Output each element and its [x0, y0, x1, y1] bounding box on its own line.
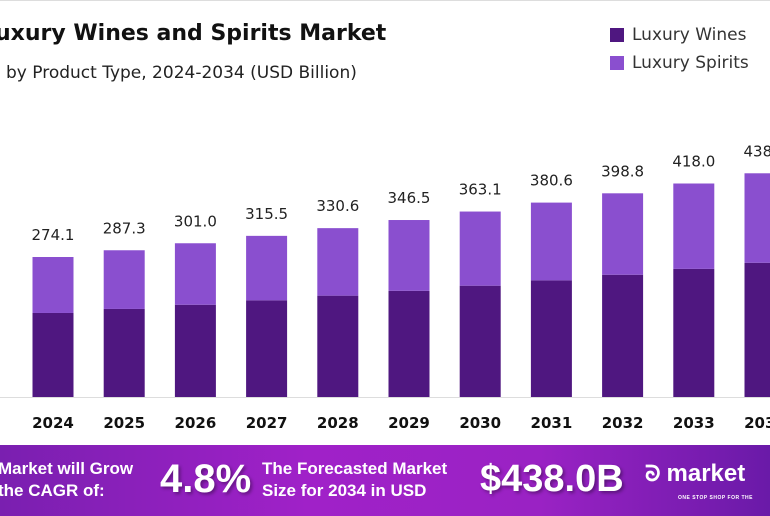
- bar-chart: 274.1 2024 287.3 2025 301.0 2026 315.5 2027 330.…: [0, 1, 770, 445]
- forecast-line1: The Forecasted Market: [262, 458, 447, 480]
- bar-spirits-2024: [33, 257, 74, 313]
- bar-wines-2030: [460, 286, 501, 397]
- bar-wines-2028: [317, 296, 358, 397]
- total-label-2030: 363.1: [459, 181, 502, 199]
- logo-text: market: [667, 460, 746, 488]
- bar-wines-2032: [602, 275, 643, 397]
- bar-spirits-2025: [104, 250, 145, 309]
- forecast-value: $438.0B: [480, 456, 624, 502]
- total-label-2025: 287.3: [103, 219, 146, 237]
- cagr-value: 4.8%: [160, 455, 251, 503]
- bar-spirits-2027: [246, 236, 287, 300]
- bar-wines-2031: [531, 280, 572, 397]
- x-tick-2029: 2029: [388, 414, 430, 432]
- bar-spirits-2028: [317, 228, 358, 296]
- x-tick-2027: 2027: [246, 414, 288, 432]
- growth-text: Market will Grow the CAGR of:: [0, 458, 133, 502]
- x-tick-2028: 2028: [317, 414, 359, 432]
- logo-tagline: ONE STOP SHOP FOR THE: [678, 495, 753, 501]
- bar-spirits-2026: [175, 243, 216, 304]
- growth-line2: the CAGR of:: [0, 480, 133, 502]
- bar-wines-2029: [389, 291, 430, 397]
- growth-line1: Market will Grow: [0, 458, 133, 480]
- total-label-2029: 346.5: [388, 189, 431, 207]
- total-label-2028: 330.6: [316, 197, 359, 215]
- bar-spirits-2030: [460, 212, 501, 286]
- x-tick-2024: 2024: [32, 414, 74, 432]
- total-label-2033: 418.0: [672, 153, 715, 171]
- summary-banner: Market will Grow the CAGR of: 4.8% The F…: [0, 445, 770, 516]
- bar-spirits-2032: [602, 193, 643, 274]
- total-label-2034: 438.0: [744, 142, 770, 160]
- total-label-2026: 301.0: [174, 212, 217, 230]
- bar-wines-2034: [745, 263, 770, 397]
- bar-spirits-2029: [389, 220, 430, 291]
- total-label-2027: 315.5: [245, 205, 288, 223]
- logo-mark-icon: ᘐ: [645, 461, 661, 487]
- x-tick-2026: 2026: [175, 414, 217, 432]
- total-label-2032: 398.8: [601, 162, 644, 180]
- x-tick-2030: 2030: [459, 414, 501, 432]
- x-tick-2032: 2032: [602, 414, 644, 432]
- bar-wines-2025: [104, 309, 145, 397]
- x-tick-2034: 2034: [744, 414, 770, 432]
- logo: ᘐ market: [645, 460, 745, 488]
- forecast-text: The Forecasted Market Size for 2034 in U…: [262, 458, 447, 502]
- bar-wines-2026: [175, 305, 216, 397]
- bar-wines-2027: [246, 300, 287, 397]
- bar-wines-2024: [33, 313, 74, 397]
- total-label-2031: 380.6: [530, 172, 573, 190]
- x-tick-2031: 2031: [531, 414, 573, 432]
- x-tick-2025: 2025: [103, 414, 145, 432]
- total-label-2024: 274.1: [32, 226, 75, 244]
- bar-wines-2033: [673, 269, 714, 397]
- bar-spirits-2031: [531, 203, 572, 281]
- bar-spirits-2034: [745, 173, 770, 262]
- forecast-line2: Size for 2034 in USD: [262, 480, 447, 502]
- x-tick-2033: 2033: [673, 414, 715, 432]
- bar-spirits-2033: [673, 184, 714, 269]
